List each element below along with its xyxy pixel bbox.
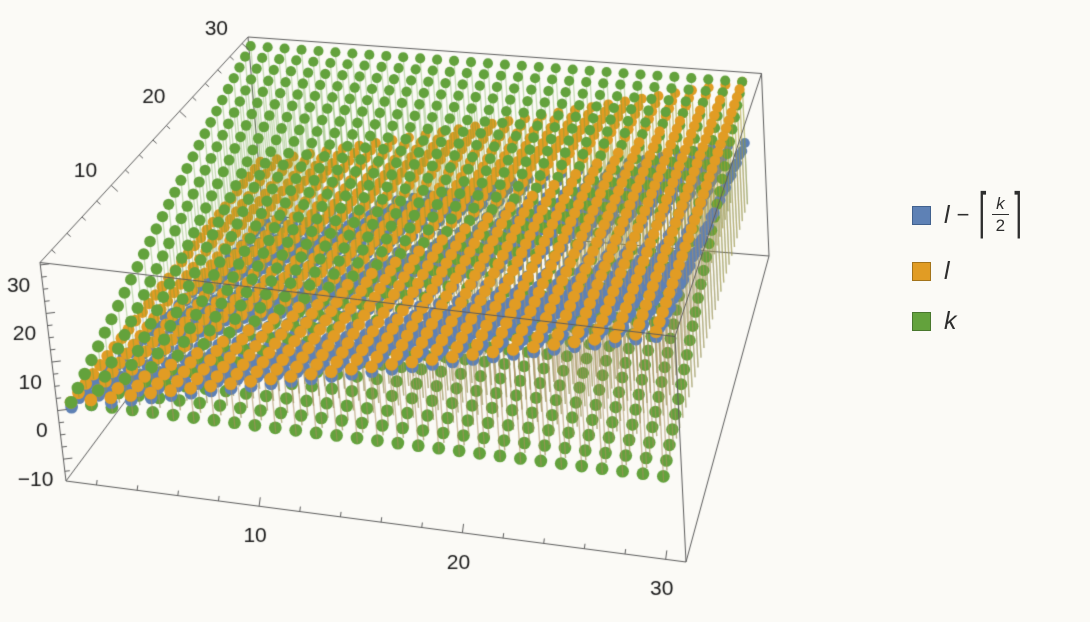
left-ceiling-icon: ⌈	[978, 184, 989, 246]
legend-item-l-minus-ceil-k-2: l − ⌈ k 2 ⌉	[912, 186, 1022, 244]
fraction-denominator: 2	[991, 214, 1010, 236]
legend: l − ⌈ k 2 ⌉ l k	[912, 186, 1022, 358]
legend-item-k: k	[912, 308, 1022, 334]
legend-label-l: l	[944, 256, 950, 285]
legend-label-k: k	[944, 306, 957, 335]
legend-swatch-blue-icon	[912, 205, 931, 225]
legend-swatch-orange-icon	[912, 261, 931, 281]
fraction-numerator: k	[996, 193, 1005, 213]
minus-sign: −	[956, 202, 970, 227]
legend-swatch-green-icon	[912, 311, 931, 331]
legend-var-l: l	[944, 200, 950, 229]
legend-label-expression: l − ⌈ k 2 ⌉	[944, 188, 1022, 241]
legend-item-l: l	[912, 258, 1022, 284]
right-ceiling-icon: ⌉	[1012, 184, 1023, 246]
fraction-k-over-2: k 2	[991, 193, 1010, 236]
